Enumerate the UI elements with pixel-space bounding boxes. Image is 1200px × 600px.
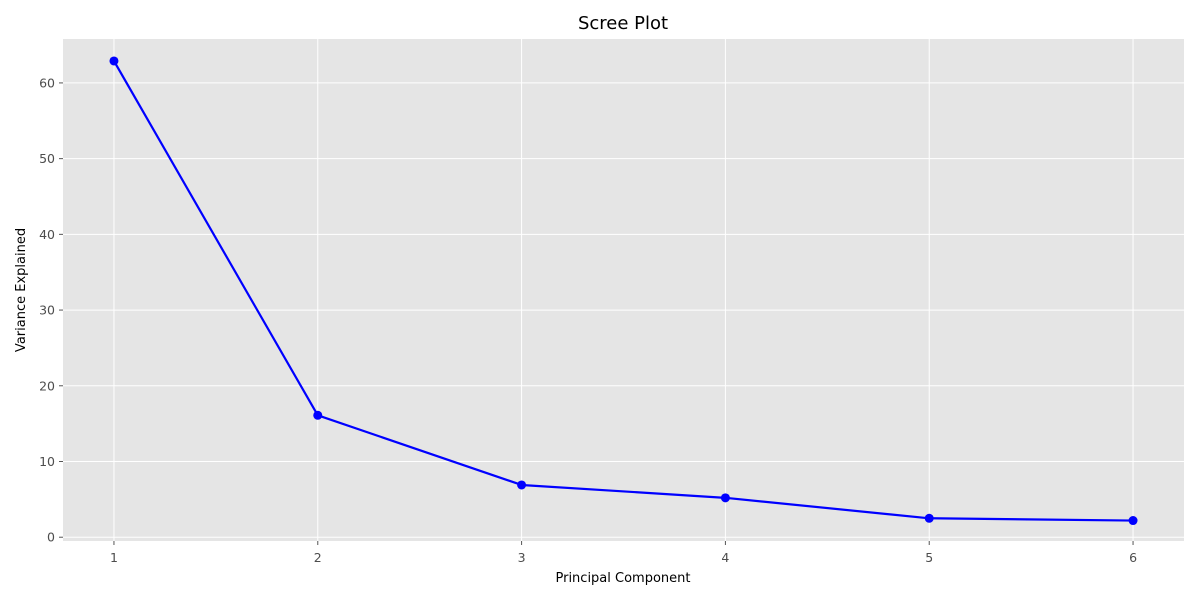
y-tick-label: 40 — [39, 227, 55, 242]
grid-lines — [63, 39, 1184, 541]
x-tick-label: 3 — [518, 550, 526, 565]
x-tick-label: 2 — [314, 550, 322, 565]
x-tick-label: 4 — [721, 550, 729, 565]
series-line — [113, 60, 1134, 522]
x-tick-label: 1 — [110, 550, 118, 565]
data-point — [109, 56, 119, 66]
y-tick-label: 60 — [39, 75, 55, 90]
data-point — [313, 410, 323, 420]
plot-background — [63, 39, 1184, 541]
data-point — [924, 513, 934, 523]
data-point — [517, 480, 527, 490]
chart-title: Scree Plot — [578, 13, 668, 34]
x-axis-label: Principal Component — [555, 571, 690, 586]
y-tick-label: 30 — [39, 303, 55, 318]
y-axis-label: Variance Explained — [14, 228, 29, 352]
y-tick-label: 10 — [39, 454, 55, 469]
data-point — [720, 493, 730, 503]
x-tick-label: 5 — [925, 550, 933, 565]
x-tick-label: 6 — [1129, 550, 1137, 565]
data-point — [1128, 516, 1138, 526]
y-tick-label: 20 — [39, 378, 55, 393]
y-tick-label: 50 — [39, 151, 55, 166]
y-tick-label: 0 — [47, 530, 55, 545]
series-layer — [109, 56, 1138, 526]
